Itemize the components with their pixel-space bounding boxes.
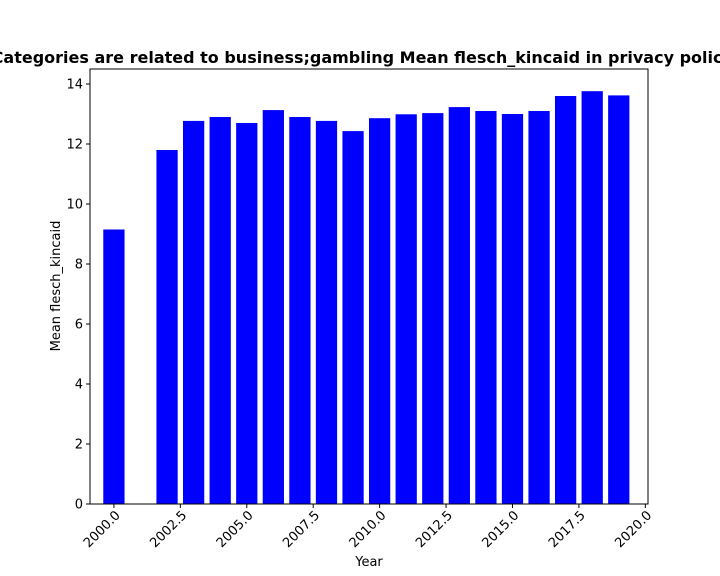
x-tick-label: 2020.0 [612,508,655,551]
bar-2011 [395,114,417,505]
x-axis-label: Year [354,555,383,570]
bar-2017 [555,96,577,504]
bar-2005 [236,123,258,504]
bars [103,91,630,505]
bar-2003 [183,120,205,505]
y-tick-label: 0 [75,498,83,513]
x-tick-label: 2002.5 [147,508,190,551]
bar-2004 [209,117,231,504]
bar-2007 [289,117,311,504]
x-tick-label: 2015.0 [480,508,523,551]
bar-2015 [501,114,524,504]
y-tick-label: 12 [66,138,83,153]
bar-2002 [156,150,178,504]
y-tick-label: 14 [66,78,83,93]
x-tick-label: 2010.0 [347,508,390,551]
bar-2009 [342,131,364,504]
y-axis-label: Mean flesch_kincaid [49,221,64,352]
chart-title: Categories are related to business;gambl… [0,48,720,67]
bar-2006 [262,110,284,504]
x-tick-label: 2000.0 [81,508,124,551]
bar-2008 [315,120,338,505]
bar-2019 [608,95,630,505]
bar-2000 [103,229,125,504]
y-tick-label: 2 [75,438,83,453]
x-axis: 2000.0 2002.5 2005.0 2007.5 2010.0 2012.5 2015… [81,504,655,551]
bar-2012 [422,113,444,504]
y-tick-label: 10 [66,198,83,213]
bar-2018 [581,91,603,504]
bar-2013 [448,107,470,504]
bar-2014 [475,111,497,504]
x-tick-label: 2007.5 [280,508,323,551]
x-tick-label: 2017.5 [546,508,589,551]
plot-frame [89,68,649,505]
bar-2010 [369,118,391,504]
y-tick-label: 4 [75,378,83,393]
y-tick-label: 8 [75,258,83,273]
x-tick-label: 2005.0 [214,508,257,551]
y-axis: 0 2 4 6 8 10 12 14 [66,78,90,513]
x-tick-label: 2012.5 [413,508,456,551]
y-tick-label: 6 [75,318,83,333]
bar-2016 [528,111,550,504]
